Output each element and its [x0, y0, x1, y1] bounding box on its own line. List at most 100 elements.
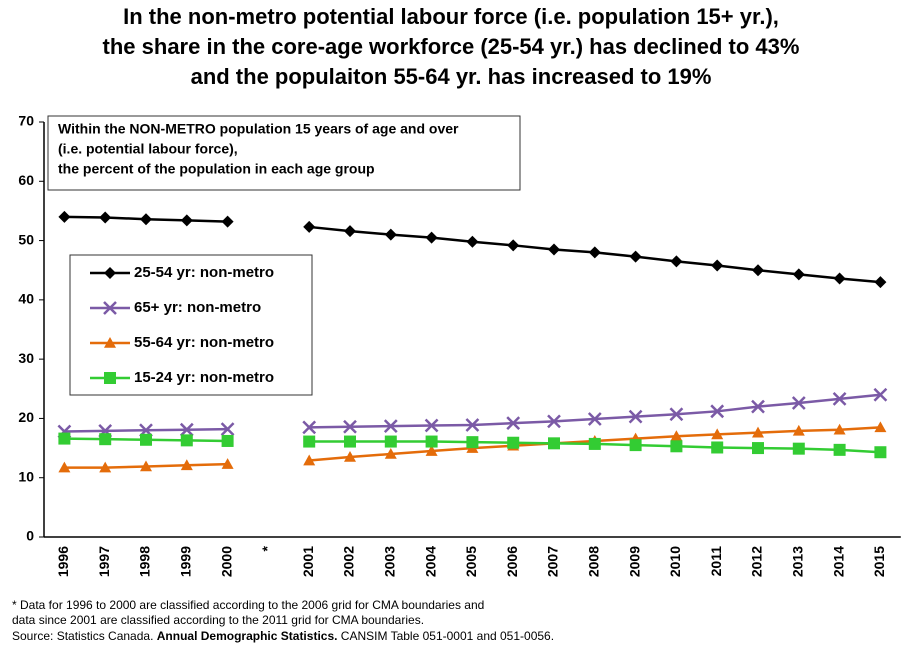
x-tick-label: 2009 — [626, 546, 642, 577]
source: Source: Statistics Canada. Annual Demogr… — [12, 629, 554, 643]
marker — [752, 426, 764, 438]
marker — [792, 424, 805, 436]
marker — [103, 301, 117, 315]
marker — [424, 418, 439, 433]
marker — [873, 387, 888, 402]
source-text: CANSIM Table 051-0001 and 051-0056. — [337, 629, 554, 643]
marker — [220, 422, 235, 436]
marker — [466, 436, 479, 449]
marker — [832, 391, 847, 406]
y-tick-label: 20 — [18, 409, 34, 425]
marker — [99, 433, 112, 446]
x-tick-label: 2015 — [871, 546, 887, 577]
y-tick-label: 30 — [18, 350, 34, 366]
marker — [670, 440, 683, 453]
x-tick-label: 2005 — [463, 546, 479, 577]
x-tick-label: 2004 — [422, 546, 438, 577]
marker — [303, 220, 316, 233]
marker — [344, 225, 356, 238]
marker — [58, 432, 71, 445]
marker — [587, 412, 602, 426]
x-tick-label: 2010 — [667, 546, 683, 577]
marker — [140, 433, 152, 446]
marker — [833, 423, 846, 435]
marker — [791, 396, 806, 410]
legend-label: 15-24 yr: non-metro — [134, 369, 274, 386]
marker — [629, 439, 642, 452]
marker — [140, 460, 152, 472]
y-tick-label: 60 — [18, 172, 34, 188]
marker — [874, 276, 887, 289]
annotation: Within the NON-METRO population 15 years… — [58, 121, 459, 137]
footnote: data since 2001 are classified according… — [12, 613, 424, 627]
marker — [180, 459, 193, 471]
legend-label: 25-54 yr: non-metro — [134, 264, 274, 281]
x-tick-label: 2012 — [749, 546, 765, 577]
marker — [180, 434, 193, 447]
chart-title: and the populaiton 55-64 yr. has increas… — [191, 64, 712, 89]
source-text: Annual Demographic Statistics. — [157, 629, 338, 643]
legend-label: 55-64 yr: non-metro — [134, 334, 274, 351]
marker — [221, 215, 234, 228]
x-tick-label: 2006 — [504, 546, 520, 577]
marker — [874, 446, 887, 459]
x-tick-label: 2000 — [218, 546, 234, 577]
x-tick-label: 2008 — [586, 546, 602, 577]
x-tick-label: 1996 — [55, 546, 71, 577]
marker — [425, 445, 438, 456]
marker — [344, 435, 356, 448]
marker — [58, 210, 71, 223]
marker — [99, 461, 112, 473]
legend-label: 65+ yr: non-metro — [134, 299, 261, 316]
marker — [751, 399, 765, 414]
y-tick-label: 10 — [18, 468, 34, 484]
marker — [179, 422, 194, 437]
marker — [711, 259, 724, 272]
marker — [792, 268, 805, 281]
marker — [180, 214, 193, 227]
marker — [711, 428, 724, 440]
marker — [670, 255, 683, 268]
marker — [548, 437, 560, 450]
x-tick-label: 1999 — [178, 546, 194, 577]
marker — [104, 267, 116, 279]
marker — [465, 418, 480, 432]
x-tick-label: * — [259, 545, 275, 551]
marker — [629, 250, 642, 263]
chart-title: In the non-metro potential labour force … — [123, 4, 779, 29]
marker — [140, 213, 152, 226]
marker — [383, 419, 398, 434]
marker — [711, 441, 724, 454]
marker — [874, 421, 887, 433]
marker — [384, 448, 397, 459]
marker — [58, 461, 71, 473]
marker — [507, 239, 520, 252]
x-tick-label: 2014 — [830, 546, 846, 577]
marker — [547, 414, 561, 429]
marker — [425, 231, 438, 244]
marker — [670, 430, 683, 442]
marker — [99, 211, 112, 224]
annotation: (i.e. potential labour force), — [58, 141, 238, 157]
marker — [588, 437, 601, 450]
marker — [221, 434, 234, 447]
y-tick-label: 70 — [18, 113, 34, 129]
marker — [588, 246, 601, 259]
source-text: Source: Statistics Canada. — [12, 629, 157, 643]
x-tick-label: 2003 — [382, 546, 398, 577]
marker — [343, 419, 357, 434]
marker — [425, 435, 438, 448]
x-tick-label: 1997 — [96, 546, 112, 577]
x-tick-label: 2007 — [545, 546, 561, 577]
x-tick-label: 2001 — [300, 546, 316, 577]
marker — [466, 235, 479, 248]
marker — [104, 372, 116, 384]
marker — [506, 416, 521, 431]
marker — [669, 407, 684, 422]
x-tick-label: 2011 — [708, 546, 724, 577]
marker — [303, 454, 316, 466]
marker — [507, 436, 520, 449]
marker — [384, 435, 397, 448]
x-tick-label: 1998 — [137, 546, 153, 577]
